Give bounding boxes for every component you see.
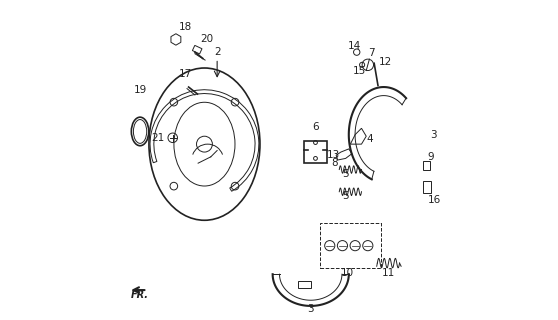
Text: 10: 10 <box>340 268 354 278</box>
Text: 6: 6 <box>312 122 319 132</box>
Text: 3: 3 <box>430 130 436 140</box>
Wedge shape <box>150 90 259 191</box>
Bar <box>320 223 381 268</box>
Text: 15: 15 <box>353 66 367 76</box>
Text: 13: 13 <box>327 150 340 160</box>
Bar <box>298 281 311 288</box>
Bar <box>304 141 326 163</box>
Text: 20: 20 <box>201 35 214 44</box>
Text: 5: 5 <box>342 191 349 202</box>
Text: 14: 14 <box>348 41 361 51</box>
Text: 9: 9 <box>427 152 434 162</box>
Text: 12: 12 <box>379 57 392 67</box>
Text: 19: 19 <box>133 85 147 95</box>
Text: 7: 7 <box>368 48 374 58</box>
Text: 3: 3 <box>307 304 314 314</box>
Text: 8: 8 <box>331 158 338 168</box>
Text: 11: 11 <box>382 268 395 278</box>
Text: 17: 17 <box>179 69 192 79</box>
Bar <box>193 45 202 54</box>
Text: FR.: FR. <box>131 290 148 300</box>
Text: 2: 2 <box>214 47 220 57</box>
Text: 16: 16 <box>427 195 441 205</box>
Text: 18: 18 <box>179 22 192 32</box>
Bar <box>424 180 431 193</box>
Text: 4: 4 <box>366 134 373 144</box>
Bar <box>424 161 430 170</box>
Text: 21: 21 <box>152 133 165 143</box>
Text: 5: 5 <box>342 169 349 179</box>
